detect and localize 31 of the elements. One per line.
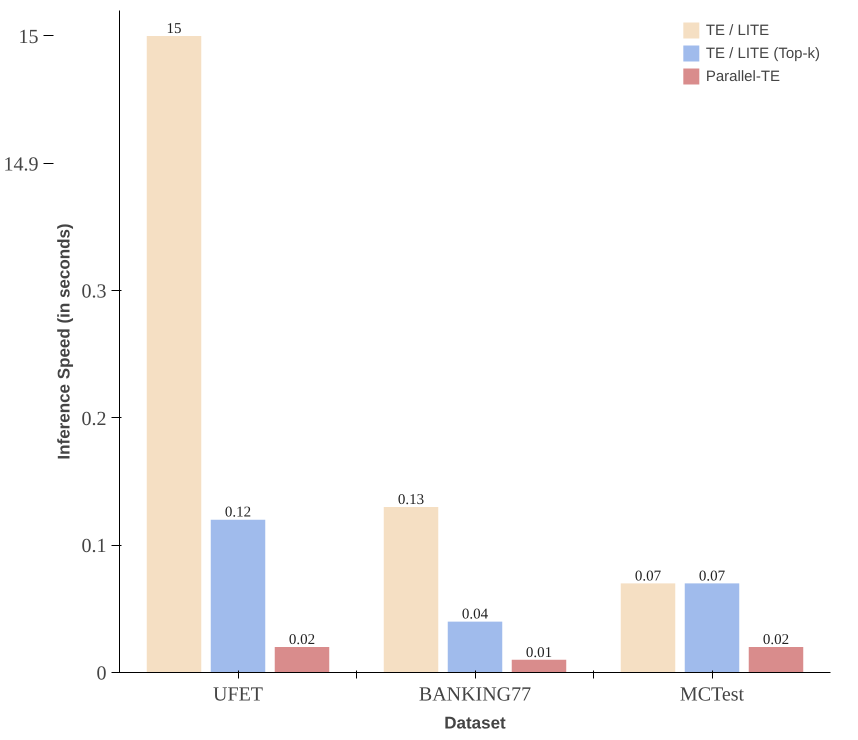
x-tick-label: UFET [213,684,263,706]
data-label: 0.13 [398,492,424,508]
data-label: 0.02 [762,632,790,648]
y-tick-label: 0.3 [82,280,106,303]
y-tick-label: 0 [96,662,106,684]
data-label: 15 [166,20,182,37]
data-label: 0.07 [698,568,726,584]
data-label: 0.07 [634,568,662,584]
data-label: 0.04 [462,606,489,623]
bar [748,647,804,672]
bar [512,660,566,672]
bar [210,520,266,672]
data-label: 0.02 [288,632,316,648]
y-axis-title: Inference Speed (in seconds) [54,223,74,460]
bar [384,507,438,672]
data-label: 0.01 [526,644,552,661]
y2-tick-label: 15 [18,26,38,48]
bar [448,622,502,672]
y-tick-label: 0.1 [82,535,106,558]
x-tick-label: MCTest [680,684,745,706]
bar [684,583,740,672]
y2-tick-label: 14.9 [4,153,38,176]
legend-label: Parallel-TE [706,68,780,84]
bar [274,647,330,672]
y-tick-label: 0.2 [82,408,106,430]
data-label: 0.12 [224,504,252,521]
legend-label: TE / LITE (Top-k) [706,44,820,62]
x-tick-label: BANKING77 [418,684,532,706]
bar [620,583,676,672]
x-axis-title: Dataset [444,714,506,732]
legend-label: TE / LITE [706,22,770,38]
